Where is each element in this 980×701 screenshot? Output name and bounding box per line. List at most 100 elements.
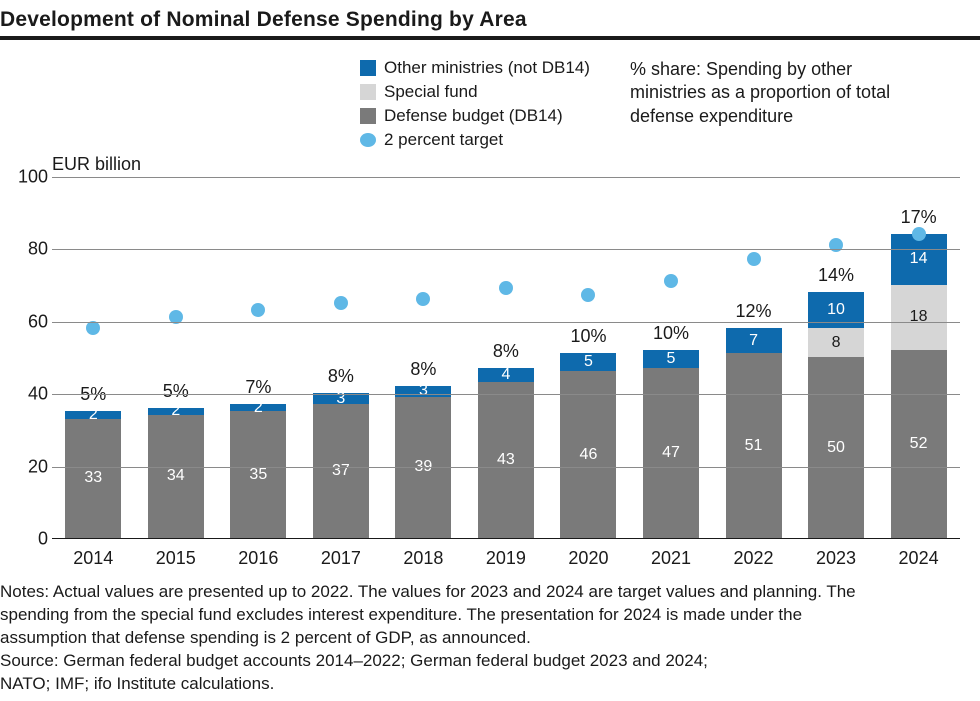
bar-value-label: 47 bbox=[662, 444, 680, 462]
bar-value-label: 52 bbox=[910, 435, 928, 453]
bar-value-label: 5 bbox=[667, 350, 676, 368]
legend-items: Other ministries (not DB14) Special fund D… bbox=[360, 58, 590, 150]
bar-value-label: 5 bbox=[584, 353, 593, 371]
y-tick-label: 20 bbox=[8, 456, 48, 477]
y-axis-unit: EUR billion bbox=[52, 154, 980, 175]
x-tick-label: 2023 bbox=[808, 548, 864, 569]
y-tick-label: 0 bbox=[8, 529, 48, 550]
legend-item: Special fund bbox=[360, 82, 590, 102]
bar-seg-other: 2 bbox=[148, 408, 204, 415]
pct-share-label: 14% bbox=[818, 265, 854, 286]
bar-column: 47510% bbox=[643, 350, 699, 538]
bar-value-label: 3 bbox=[336, 390, 345, 408]
chart-notes: Notes: Actual values are presented up to… bbox=[0, 581, 980, 696]
bar-column: 5081014% bbox=[808, 292, 864, 538]
target-marker bbox=[334, 296, 348, 310]
bar-seg-defense: 46 bbox=[560, 371, 616, 538]
bar-seg-other: 4 bbox=[478, 368, 534, 382]
bar-value-label: 18 bbox=[910, 308, 928, 326]
y-tick-label: 80 bbox=[8, 239, 48, 260]
grid-line bbox=[52, 249, 960, 250]
legend-swatch bbox=[360, 60, 376, 76]
bar-seg-defense: 37 bbox=[313, 404, 369, 538]
bar-column: 46510% bbox=[560, 353, 616, 538]
legend-swatch bbox=[360, 84, 376, 100]
pct-share-label: 8% bbox=[493, 341, 519, 362]
bar-seg-special: 8 bbox=[808, 328, 864, 357]
bar-value-label: 7 bbox=[749, 332, 758, 350]
x-axis-labels: 2014201520162017201820192020202120222023… bbox=[52, 548, 960, 569]
bar-seg-defense: 34 bbox=[148, 415, 204, 538]
bar-value-label: 34 bbox=[167, 467, 185, 485]
bar-value-label: 2 bbox=[89, 406, 98, 424]
grid-line bbox=[52, 467, 960, 468]
x-tick-label: 2022 bbox=[726, 548, 782, 569]
bar-value-label: 2 bbox=[171, 402, 180, 420]
bar-seg-other: 2 bbox=[230, 404, 286, 411]
bar-column: 3425% bbox=[148, 408, 204, 538]
target-marker bbox=[86, 321, 100, 335]
pct-share-label: 5% bbox=[163, 381, 189, 402]
legend-label: Other ministries (not DB14) bbox=[384, 58, 590, 78]
bar-value-label: 8 bbox=[832, 334, 841, 352]
x-tick-label: 2016 bbox=[230, 548, 286, 569]
pct-share-label: 12% bbox=[736, 301, 772, 322]
bar-seg-other: 7 bbox=[726, 328, 782, 353]
bar-seg-other: 2 bbox=[65, 411, 121, 418]
legend-item: 2 percent target bbox=[360, 130, 590, 150]
bar-seg-defense: 43 bbox=[478, 382, 534, 538]
pct-share-label: 8% bbox=[410, 359, 436, 380]
page-title: Development of Nominal Defense Spending … bbox=[0, 0, 980, 40]
y-tick-label: 60 bbox=[8, 311, 48, 332]
legend-swatch bbox=[360, 133, 376, 147]
bar-value-label: 2 bbox=[254, 399, 263, 417]
notes-line: NATO; IMF; ifo Institute calculations. bbox=[0, 673, 980, 696]
bar-value-label: 10 bbox=[827, 301, 845, 319]
bars-row: 3325%3425%3527%3738%3938%4348%46510%4751… bbox=[52, 177, 960, 538]
bar-seg-defense: 52 bbox=[891, 350, 947, 538]
x-tick-label: 2021 bbox=[643, 548, 699, 569]
bar-seg-other: 3 bbox=[395, 386, 451, 397]
bar-value-label: 4 bbox=[501, 366, 510, 384]
legend-label: 2 percent target bbox=[384, 130, 503, 150]
bar-seg-other: 14 bbox=[891, 234, 947, 285]
pct-share-label: 10% bbox=[653, 323, 689, 344]
target-marker bbox=[664, 274, 678, 288]
legend-area: Other ministries (not DB14) Special fund D… bbox=[360, 58, 980, 150]
bar-seg-special: 18 bbox=[891, 285, 947, 350]
bar-column: 52181417% bbox=[891, 234, 947, 538]
plot-area: 3325%3425%3527%3738%3938%4348%46510%4751… bbox=[52, 177, 960, 539]
x-tick-label: 2015 bbox=[148, 548, 204, 569]
x-tick-label: 2018 bbox=[395, 548, 451, 569]
target-marker bbox=[416, 292, 430, 306]
target-marker bbox=[912, 227, 926, 241]
bar-value-label: 37 bbox=[332, 462, 350, 480]
x-tick-label: 2017 bbox=[313, 548, 369, 569]
bar-value-label: 14 bbox=[910, 250, 928, 268]
legend-swatch bbox=[360, 108, 376, 124]
y-tick-label: 100 bbox=[8, 167, 48, 188]
bar-seg-defense: 51 bbox=[726, 353, 782, 538]
grid-line bbox=[52, 394, 960, 395]
legend-share-note: % share: Spending by other ministries as… bbox=[630, 58, 930, 128]
target-marker bbox=[747, 252, 761, 266]
y-tick-label: 40 bbox=[8, 384, 48, 405]
legend-item: Defense budget (DB14) bbox=[360, 106, 590, 126]
legend-item: Other ministries (not DB14) bbox=[360, 58, 590, 78]
legend-label: Defense budget (DB14) bbox=[384, 106, 563, 126]
target-marker bbox=[251, 303, 265, 317]
notes-line: Notes: Actual values are presented up to… bbox=[0, 581, 980, 604]
notes-line: assumption that defense spending is 2 pe… bbox=[0, 627, 980, 650]
chart: 3325%3425%3527%3738%3938%4348%46510%4751… bbox=[52, 177, 960, 567]
bar-column: 3938% bbox=[395, 386, 451, 538]
bar-value-label: 33 bbox=[84, 469, 102, 487]
notes-line: spending from the special fund excludes … bbox=[0, 604, 980, 627]
pct-share-label: 10% bbox=[570, 326, 606, 347]
bar-column: 3738% bbox=[313, 393, 369, 538]
bar-value-label: 3 bbox=[419, 382, 428, 400]
bar-value-label: 46 bbox=[580, 446, 598, 464]
target-marker bbox=[499, 281, 513, 295]
bar-column: 3527% bbox=[230, 404, 286, 538]
notes-line: Source: German federal budget accounts 2… bbox=[0, 650, 980, 673]
bar-seg-other: 5 bbox=[643, 350, 699, 368]
